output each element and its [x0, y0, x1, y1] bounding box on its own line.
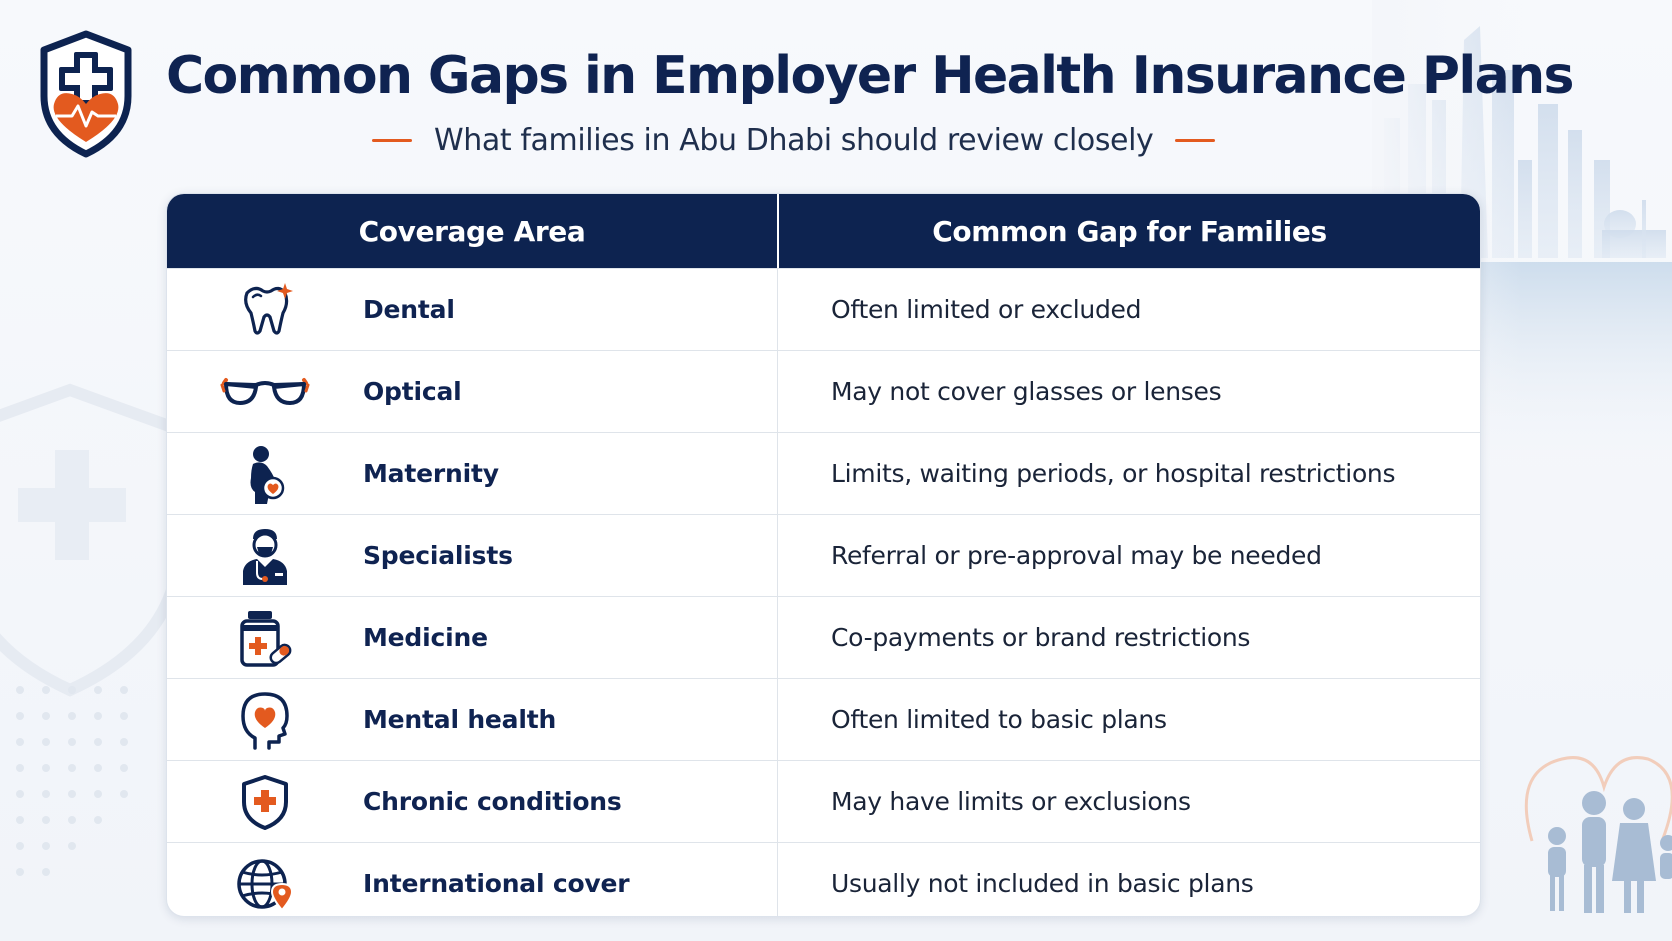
coverage-area-label: Specialists: [363, 541, 513, 570]
tooth-icon: [244, 282, 293, 335]
coverage-area-cell: Maternity: [167, 433, 778, 514]
table-row: Dental Often limited or excluded: [167, 268, 1480, 350]
coverage-area-label: Medicine: [363, 623, 488, 652]
background-dot-grid: [16, 686, 128, 876]
table-row: Maternity Limits, waiting periods, or ho…: [167, 432, 1480, 514]
coverage-area-cell: Optical: [167, 351, 778, 432]
subtitle-right-dash: [1175, 138, 1216, 142]
medicine-bottle-icon: [240, 610, 292, 667]
head-heart-icon: [241, 691, 289, 750]
table-row: Medicine Co-payments or brand restrictio…: [167, 596, 1480, 678]
page-subtitle: What families in Abu Dhabi should review…: [434, 122, 1154, 158]
common-gap-cell: Limits, waiting periods, or hospital res…: [831, 459, 1396, 488]
coverage-area-label: Optical: [363, 377, 462, 406]
common-gap-cell: Often limited to basic plans: [831, 705, 1167, 734]
common-gap-cell: Co-payments or brand restrictions: [831, 623, 1251, 652]
table-header: Coverage Area Common Gap for Families: [167, 194, 1480, 268]
globe-pin-icon: [237, 858, 294, 912]
coverage-area-cell: Specialists: [167, 515, 778, 596]
table-row: Mental health Often limited to basic pla…: [167, 678, 1480, 760]
coverage-area-cell: Mental health: [167, 679, 778, 760]
coverage-area-label: Dental: [363, 295, 455, 324]
page-title: Common Gaps in Employer Health Insurance…: [166, 46, 1574, 106]
coverage-area-cell: Dental: [167, 269, 778, 350]
coverage-area-label: Chronic conditions: [363, 787, 622, 816]
common-gap-cell: Referral or pre-approval may be needed: [831, 541, 1322, 570]
coverage-area-cell: Medicine: [167, 597, 778, 678]
column-header-coverage-area: Coverage Area: [167, 194, 779, 268]
table-row: Optical May not cover glasses or lenses: [167, 350, 1480, 432]
column-header-common-gap: Common Gap for Families: [932, 214, 1327, 248]
subtitle-row: What families in Abu Dhabi should review…: [372, 116, 1216, 164]
family-illustration: [1524, 756, 1672, 913]
insurance-shield-logo: [40, 30, 132, 158]
glasses-icon: [220, 377, 310, 405]
common-gap-cell: Often limited or excluded: [831, 295, 1142, 324]
subtitle-left-dash: [372, 138, 412, 142]
coverage-area-cell: Chronic conditions: [167, 761, 778, 842]
table-row: International cover Usually not included…: [167, 842, 1480, 916]
common-gap-cell: Usually not included in basic plans: [831, 869, 1254, 898]
coverage-gaps-table: Coverage Area Common Gap for Families De…: [166, 193, 1481, 917]
coverage-area-label: Mental health: [363, 705, 557, 734]
common-gap-cell: May have limits or exclusions: [831, 787, 1191, 816]
common-gap-cell: May not cover glasses or lenses: [831, 377, 1222, 406]
coverage-area-label: Maternity: [363, 459, 499, 488]
coverage-area-cell: International cover: [167, 843, 778, 916]
city-skyline-illustration: [1372, 0, 1672, 470]
pregnant-woman-icon: [250, 445, 285, 504]
doctor-icon: [243, 528, 287, 585]
coverage-area-label: International cover: [363, 869, 630, 898]
shield-cross-icon: [242, 774, 288, 830]
table-row: Chronic conditions May have limits or ex…: [167, 760, 1480, 842]
table-row: Specialists Referral or pre-approval may…: [167, 514, 1480, 596]
